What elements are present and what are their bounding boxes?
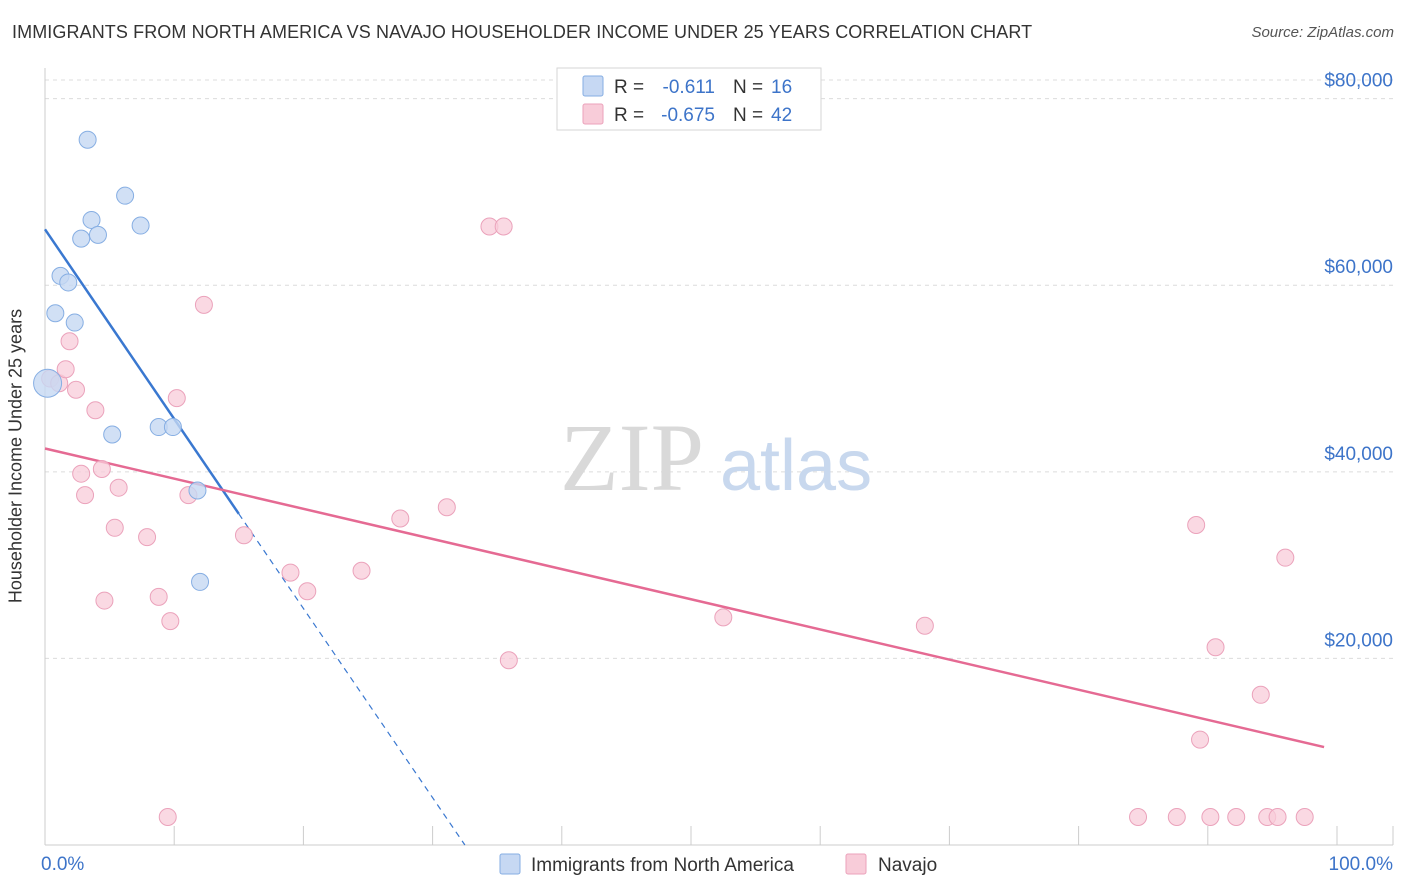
x-tick-label-end: 100.0%	[1329, 854, 1394, 875]
navajo-point	[234, 526, 253, 545]
immigrants-point	[46, 304, 65, 323]
immigrants-point	[131, 216, 150, 235]
navajo-point	[95, 591, 114, 610]
navajo-point	[138, 528, 157, 547]
watermark: ZIP atlas	[560, 404, 872, 511]
grid-lines	[45, 79, 1393, 659]
immigrants-point	[33, 368, 63, 398]
navajo-point	[67, 380, 86, 399]
bottom-legend-swatch-immigrants	[499, 853, 521, 875]
legend-r-value-navajo: -0.675	[661, 105, 715, 126]
legend-r-value-immigrants: -0.611	[663, 77, 715, 98]
navajo-point	[714, 608, 733, 627]
trend-line-immigrants	[43, 228, 240, 515]
navajo-point	[1187, 516, 1206, 535]
data-points	[33, 130, 1314, 827]
legend-r-label: R =	[614, 77, 644, 98]
navajo-point	[167, 389, 186, 408]
immigrants-point	[65, 313, 84, 332]
source-label: Source: ZipAtlas.com	[1251, 24, 1394, 41]
navajo-point	[56, 360, 75, 379]
immigrants-point	[103, 425, 122, 444]
navajo-point	[72, 464, 91, 483]
navajo-point	[437, 498, 456, 517]
immigrants-point	[78, 130, 97, 149]
bottom-legend-label-immigrants: Immigrants from North America	[531, 855, 794, 876]
immigrants-point	[82, 210, 101, 229]
navajo-point	[149, 587, 168, 606]
navajo-point	[391, 509, 410, 528]
navajo-point	[1129, 808, 1148, 827]
navajo-point	[494, 217, 513, 236]
immigrants-point	[116, 186, 135, 205]
navajo-point	[161, 612, 180, 631]
legend-swatch-immigrants	[582, 75, 604, 97]
y-tick-label: $80,000	[1324, 71, 1393, 92]
navajo-point	[499, 651, 518, 670]
immigrants-point	[163, 418, 182, 437]
chart-title: IMMIGRANTS FROM NORTH AMERICA VS NAVAJO …	[12, 22, 1033, 42]
navajo-point	[1295, 808, 1314, 827]
navajo-point	[298, 582, 317, 601]
legend: R = -0.611 N = 16 R = -0.675 N = 42	[556, 67, 822, 131]
navajo-point	[281, 563, 300, 582]
navajo-point	[915, 616, 934, 635]
immigrants-point	[191, 572, 210, 591]
navajo-point	[109, 478, 128, 497]
trend-line-immigrants-extension	[238, 513, 466, 846]
navajo-point	[76, 486, 95, 505]
navajo-point	[158, 808, 177, 827]
legend-n-label: N =	[733, 77, 763, 98]
axes	[44, 68, 1394, 846]
y-tick-label: $20,000	[1324, 630, 1393, 651]
navajo-point	[1227, 808, 1246, 827]
bottom-legend: Immigrants from North America Navajo	[499, 853, 937, 876]
navajo-point	[86, 401, 105, 420]
legend-n-value-navajo: 42	[771, 105, 792, 126]
legend-n-value-immigrants: 16	[771, 77, 792, 98]
trend-line-navajo	[44, 447, 1325, 749]
y-tick-label: $60,000	[1324, 257, 1393, 278]
navajo-point	[1167, 808, 1186, 827]
navajo-point	[1206, 638, 1225, 657]
immigrants-point	[188, 481, 207, 500]
bottom-legend-swatch-navajo	[845, 853, 867, 875]
navajo-point	[194, 295, 213, 314]
navajo-point	[105, 518, 124, 537]
immigrants-point	[88, 225, 107, 244]
bottom-legend-label-navajo: Navajo	[878, 855, 937, 876]
trend-lines	[43, 228, 1325, 846]
navajo-point	[1251, 685, 1270, 704]
watermark-zip: ZIP	[560, 404, 704, 511]
navajo-point	[92, 460, 111, 479]
tick-labels: $20,000 $40,000 $60,000 $80,000 0.0% 100.0%	[41, 71, 1393, 875]
legend-r-label: R =	[614, 105, 644, 126]
immigrants-point	[72, 229, 91, 248]
navajo-point	[1191, 730, 1210, 749]
immigrants-point	[59, 273, 78, 292]
y-tick-label: $40,000	[1324, 444, 1393, 465]
watermark-atlas: atlas	[720, 426, 872, 506]
navajo-point	[1268, 808, 1287, 827]
navajo-point	[352, 561, 371, 580]
navajo-point	[1276, 548, 1295, 567]
legend-n-label: N =	[733, 105, 763, 126]
legend-swatch-navajo	[582, 103, 604, 125]
navajo-point	[60, 332, 79, 351]
navajo-point	[1201, 808, 1220, 827]
x-tick-label-start: 0.0%	[41, 854, 84, 875]
